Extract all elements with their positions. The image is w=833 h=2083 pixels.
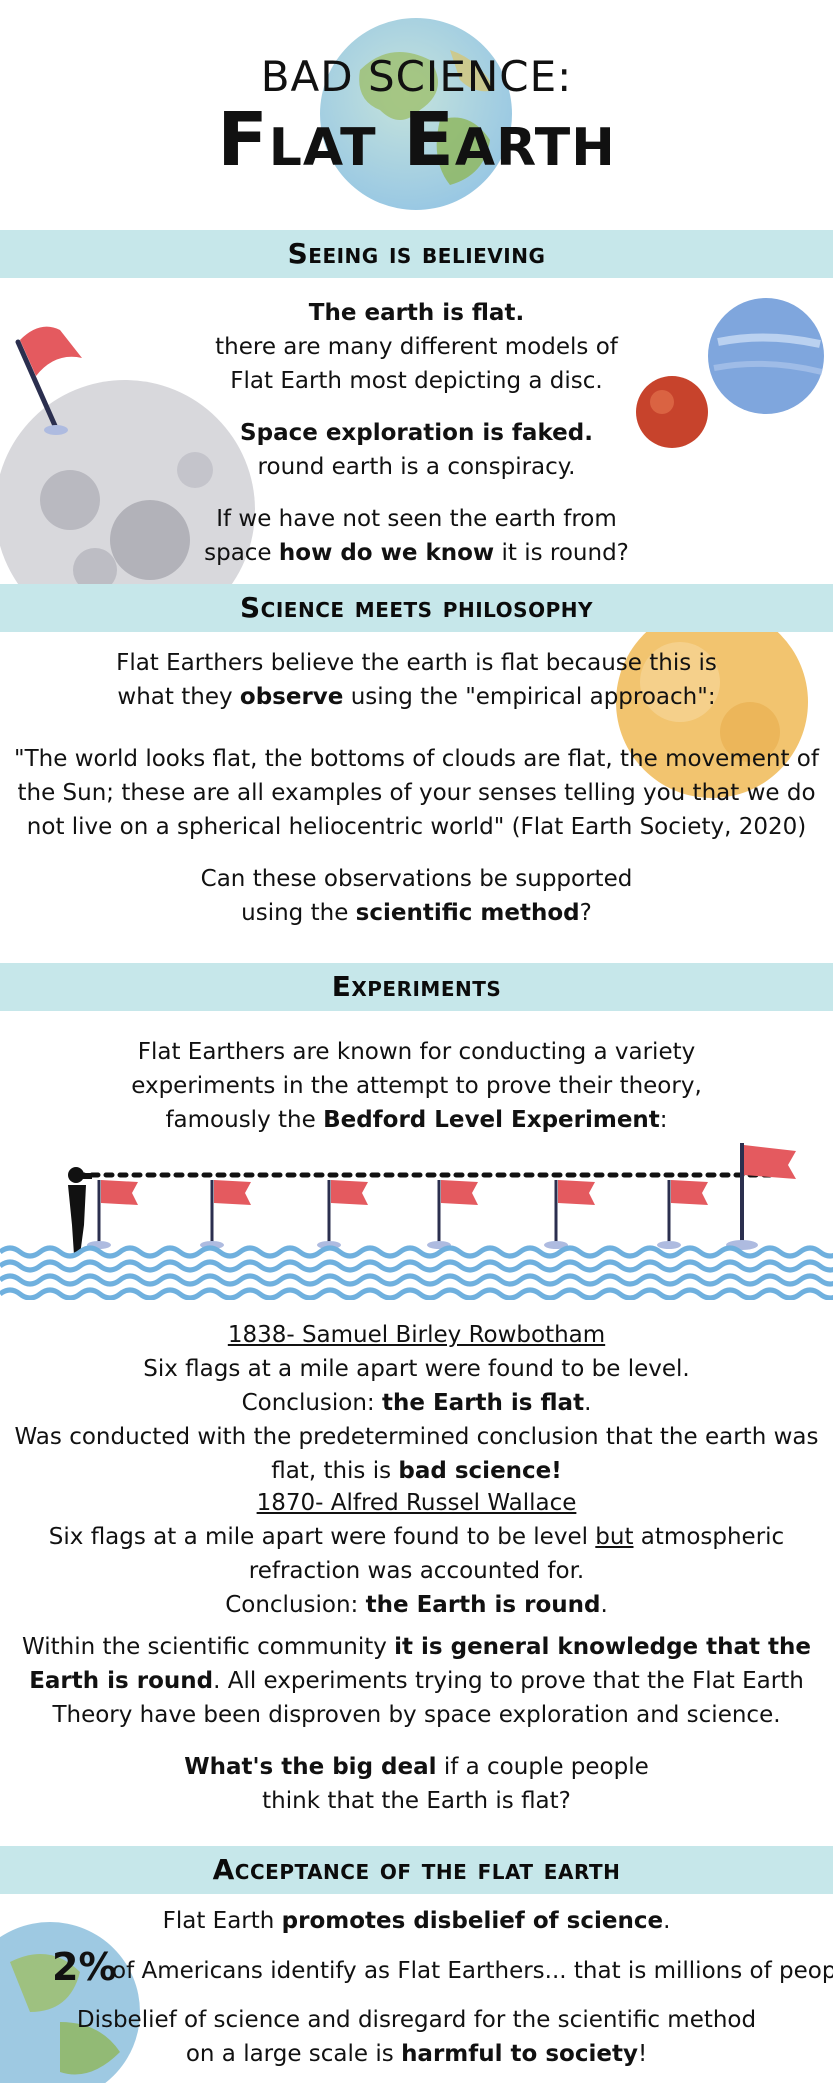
seeing-p1-bold: The earth is flat. [308, 300, 525, 326]
sum-b-post: . All experiments trying to prove that t… [213, 1668, 804, 1694]
experiments-intro-a: Flat Earthers are known for conducting a… [137, 1039, 696, 1065]
exp1-d-bold: bad science! [398, 1458, 562, 1484]
acceptance-p3-b-bold: harmful to society [401, 2041, 638, 2067]
stat-value: 2% [52, 1945, 117, 1989]
acceptance-p3-b-pre: on a large scale is [185, 2041, 402, 2067]
sum-b-bold: Earth is round [29, 1668, 214, 1694]
planets-illustration [636, 298, 824, 448]
exp1-d-pre: flat, this is [271, 1458, 399, 1484]
philosophy-q-b-post: ? [579, 900, 592, 926]
exp1-a: Six flags at a mile apart were found to … [143, 1356, 690, 1382]
exp1-c: Was conducted with the predetermined con… [14, 1424, 819, 1450]
header-line1: BAD SCIENCE: [260, 52, 573, 101]
philosophy-q-b-bold: scientific method [355, 900, 580, 926]
deal-a-bold: What's the big deal [184, 1754, 437, 1780]
philosophy-quote-c: not live on a spherical heliocentric wor… [26, 814, 807, 840]
seeing-p3-a: If we have not seen the earth from [216, 506, 617, 532]
acceptance-p1-pre: Flat Earth [162, 1908, 282, 1934]
experiment-2: 1870- Alfred Russel Wallace Six flags at… [0, 1486, 833, 1622]
section-title: Acceptance of the flat earth [212, 1853, 621, 1886]
experiments-intro-c-pre: famously the [165, 1107, 324, 1133]
deal-a-post: if a couple people [436, 1754, 649, 1780]
acceptance-p3-a: Disbelief of science and disregard for t… [76, 2007, 757, 2033]
philosophy-p1-b-bold: observe [239, 684, 344, 710]
exp1-b-post: . [584, 1390, 592, 1416]
acceptance-p1-post: . [663, 1908, 671, 1934]
section-title: Experiments [331, 970, 502, 1003]
exp2-b: refraction was accounted for. [248, 1558, 585, 1584]
seeing-p3-b-bold: how do we know [278, 540, 495, 566]
exp2-c-post: . [600, 1592, 608, 1618]
seeing-p2-a: round earth is a conspiracy. [257, 454, 576, 480]
seeing-text: The earth is flat. there are many differ… [0, 296, 833, 570]
seeing-p2-bold: Space exploration is faked. [240, 420, 593, 446]
bedford-level-illustration [0, 1143, 833, 1300]
sum-a-bold: it is general knowledge that the [394, 1634, 812, 1660]
acceptance-p1: Flat Earth promotes disbelief of science… [0, 1904, 833, 1938]
exp2-heading: 1870- Alfred Russel Wallace [256, 1490, 577, 1516]
moon-flag-illustration [0, 326, 255, 585]
philosophy-quote-b: the Sun; these are all examples of your … [17, 780, 816, 806]
experiments-summary: Within the scientific community it is ge… [0, 1630, 833, 1818]
observer-silhouette [68, 1167, 92, 1255]
deal-b: think that the Earth is flat? [262, 1788, 571, 1814]
acceptance-p3-b-post: ! [637, 2041, 648, 2067]
exp2-a-underline: but [595, 1524, 634, 1550]
exp1-heading: 1838- Samuel Birley Rowbotham [227, 1322, 606, 1348]
experiments-intro: Flat Earthers are known for conducting a… [0, 1035, 833, 1137]
earth-globe-small-illustration [0, 1922, 140, 2083]
exp2-c-pre: Conclusion: [225, 1592, 366, 1618]
seeing-p1-a: there are many different models of [215, 334, 618, 360]
section-banner-acceptance: Acceptance of the flat earth [0, 1846, 833, 1894]
experiments-intro-b: experiments in the attempt to prove thei… [131, 1073, 702, 1099]
exp2-a-pre: Six flags at a mile apart were found to … [48, 1524, 596, 1550]
acceptance-p1-bold: promotes disbelief of science [281, 1908, 664, 1934]
exp2-a-post: atmospheric [633, 1524, 785, 1550]
experiments-intro-c-post: : [659, 1107, 668, 1133]
exp1-b-pre: Conclusion: [241, 1390, 382, 1416]
section-banner-philosophy: Science meets philosophy [0, 584, 833, 632]
exp1-b-bold: the Earth is flat [382, 1390, 585, 1416]
earth-globe-illustration [320, 18, 512, 210]
acceptance-p3: Disbelief of science and disregard for t… [0, 2003, 833, 2071]
stat-text: of Americans identify as Flat Earthers..… [112, 1958, 833, 1984]
philosophy-q-a: Can these observations be supported [200, 866, 633, 892]
experiment-1: 1838- Samuel Birley Rowbotham Six flags … [0, 1318, 833, 1488]
seeing-p3-b-pre: space [204, 540, 279, 566]
sum-a-pre: Within the scientific community [21, 1634, 395, 1660]
experiments-intro-c-bold: Bedford Level Experiment [323, 1107, 660, 1133]
philosophy-quote-a: "The world looks flat, the bottoms of cl… [14, 746, 819, 772]
seeing-p1-b: Flat Earth most depicting a disc. [230, 368, 603, 394]
sum-c: Theory have been disproven by space expl… [52, 1702, 781, 1728]
philosophy-p1-a: Flat Earthers believe the earth is flat … [116, 650, 717, 676]
section-title: Science meets philosophy [240, 591, 593, 624]
section-title: Seeing is believing [287, 237, 546, 270]
philosophy-q-b-pre: using the [241, 900, 356, 926]
philosophy-p1-b-pre: what they [117, 684, 240, 710]
exp2-c-bold: the Earth is round [365, 1592, 601, 1618]
philosophy-p1-b-post: using the "empirical approach": [343, 684, 716, 710]
section-banner-seeing: Seeing is believing [0, 230, 833, 278]
seeing-p3-b-post: it is round? [494, 540, 629, 566]
header-title: Flat Earth [217, 97, 616, 183]
section-banner-experiments: Experiments [0, 963, 833, 1011]
philosophy-text: Flat Earthers believe the earth is flat … [0, 646, 833, 930]
sun-planet-illustration [616, 612, 808, 798]
